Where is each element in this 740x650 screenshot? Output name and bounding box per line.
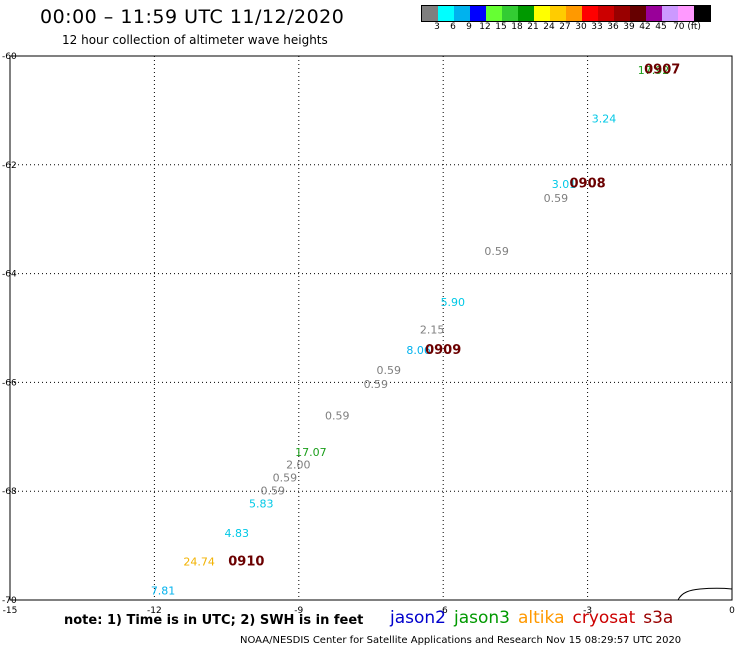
legend-label: 21 — [527, 22, 539, 32]
satellite-legend: jason2 jason3 altika cryosat s3a — [390, 608, 681, 628]
satellite-legend-item: jason3 — [454, 608, 510, 628]
legend-label: 24 — [543, 22, 555, 32]
swh-value: 8.06 — [406, 344, 431, 357]
y-tick-label: -66 — [2, 378, 17, 388]
legend-swatch — [550, 6, 566, 21]
x-tick-label: -9 — [294, 606, 303, 616]
legend-swatch — [662, 6, 678, 21]
legend-swatch — [694, 6, 710, 21]
swh-value: 5.83 — [249, 498, 274, 511]
swh-value: 0.59 — [364, 378, 389, 391]
satellite-legend-item: s3a — [643, 608, 674, 628]
legend-label: 45 — [655, 22, 667, 32]
x-tick-label: -12 — [147, 606, 162, 616]
swh-value: 17.07 — [295, 446, 327, 459]
swh-value: 0.59 — [377, 364, 402, 377]
legend-swatch — [582, 6, 598, 21]
legend-swatch — [438, 6, 454, 21]
legend-label: 12 — [479, 22, 491, 32]
x-tick-label: -15 — [3, 606, 18, 616]
legend-label: 27 — [559, 22, 571, 32]
satellite-legend-item: altika — [518, 608, 565, 628]
swh-value: 0.59 — [325, 409, 350, 422]
legend-swatch — [630, 6, 646, 21]
y-tick-label: -60 — [2, 52, 17, 62]
swh-value: 2.15 — [420, 323, 445, 336]
swh-value: 0.59 — [544, 192, 569, 205]
legend-label: 18 — [511, 22, 523, 32]
pass-time-label: 0908 — [570, 177, 606, 192]
pass-time-label: 0910 — [228, 555, 264, 570]
legend-swatch — [534, 6, 550, 21]
x-tick-label: 0 — [729, 606, 735, 616]
y-tick-label: -68 — [2, 487, 17, 497]
legend-swatch — [502, 6, 518, 21]
legend-label: 39 — [623, 22, 635, 32]
legend-swatch — [646, 6, 662, 21]
swh-value: 7.81 — [151, 585, 176, 598]
coastline — [677, 587, 733, 601]
y-tick-label: -64 — [2, 270, 17, 280]
legend-label: 36 — [607, 22, 619, 32]
legend-label: 30 — [575, 22, 587, 32]
legend-swatch — [598, 6, 614, 21]
satellite-legend-item: jason2 — [390, 608, 446, 628]
footer-credit: NOAA/NESDIS Center for Satellite Applica… — [240, 635, 682, 646]
pass-time-label: 0909 — [425, 343, 461, 358]
legend-label: 15 — [495, 22, 507, 32]
y-tick-label: -62 — [2, 161, 17, 171]
swh-value: 4.83 — [224, 527, 249, 540]
legend-swatch — [470, 6, 486, 21]
legend-swatch — [518, 6, 534, 21]
legend-swatch — [422, 6, 438, 21]
color-scale-legend — [421, 5, 711, 22]
swh-value: 3.01 — [552, 178, 577, 191]
legend-swatch — [678, 6, 694, 21]
legend-swatch — [566, 6, 582, 21]
legend-swatch — [614, 6, 630, 21]
x-tick-label: -6 — [439, 606, 448, 616]
page-subtitle: 12 hour collection of altimeter wave hei… — [62, 33, 328, 47]
swh-value: 0.59 — [261, 484, 286, 497]
legend-label: 70 (ft) — [673, 22, 701, 32]
plot-frame — [9, 55, 733, 601]
legend-label: 6 — [450, 22, 456, 32]
legend-swatch — [486, 6, 502, 21]
swh-value: 0.59 — [484, 245, 509, 258]
pass-time-label: 0907 — [644, 62, 680, 77]
legend-swatch — [454, 6, 470, 21]
x-tick-label: -3 — [583, 606, 592, 616]
legend-label: 33 — [591, 22, 603, 32]
swh-value: 24.74 — [183, 556, 215, 569]
swh-value: 3.24 — [592, 112, 617, 125]
page-title: 00:00 – 11:59 UTC 11/12/2020 — [40, 6, 345, 28]
swh-value: 5.90 — [441, 296, 466, 309]
satellite-legend-item: cryosat — [572, 608, 636, 628]
y-tick-label: -70 — [2, 596, 17, 606]
legend-label: 9 — [466, 22, 472, 32]
legend-label: 3 — [434, 22, 440, 32]
legend-label: 42 — [639, 22, 651, 32]
swh-value: 0.59 — [273, 471, 298, 484]
swh-value: 2.00 — [286, 458, 311, 471]
swh-value: 17.92 — [638, 64, 670, 77]
footer-note: note: 1) Time is in UTC; 2) SWH is in fe… — [64, 613, 364, 628]
